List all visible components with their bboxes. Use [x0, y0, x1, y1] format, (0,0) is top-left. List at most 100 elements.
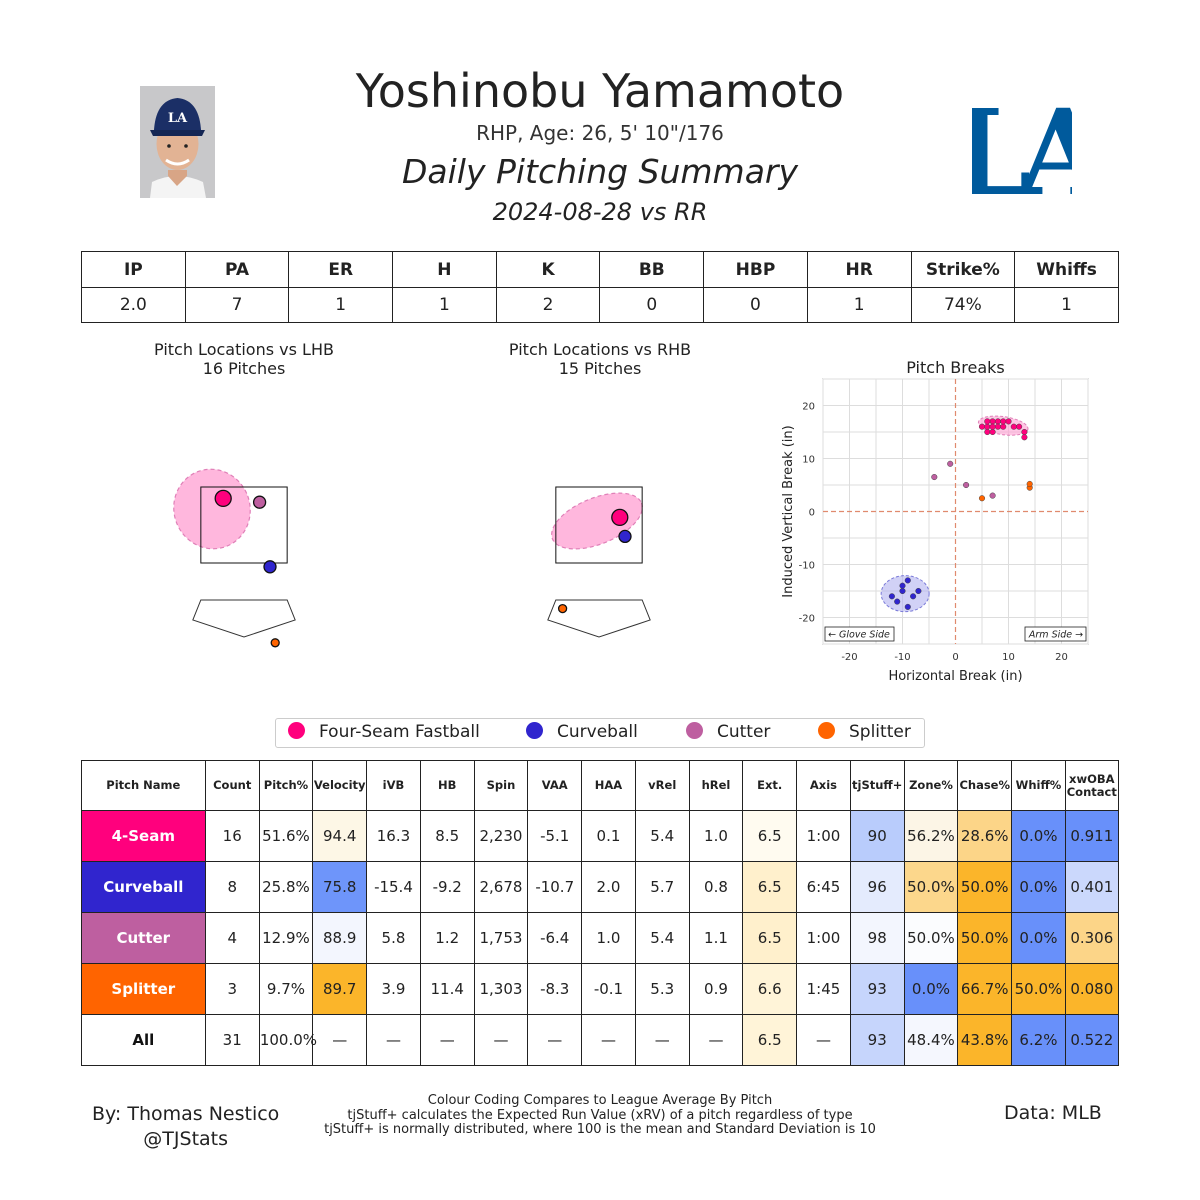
table-cell: -0.1	[581, 963, 636, 1015]
table-cell: 6:45	[796, 861, 851, 913]
break-point-2-2	[963, 481, 970, 489]
location-point-2	[263, 560, 277, 574]
table-cell: 5.4	[634, 912, 690, 964]
table-cell: 43.8%	[957, 1014, 1013, 1066]
stat-value-hbp: 0	[703, 287, 808, 323]
table-cell: 5.3	[634, 963, 690, 1015]
col-header-11: Ext.	[742, 760, 798, 811]
location-point-2	[557, 603, 568, 614]
break-point-0-2	[994, 418, 1001, 425]
col-header-0: Pitch Name	[81, 760, 206, 811]
legend-item-3: Splitter	[818, 722, 911, 742]
x-tick-2: 0	[952, 652, 958, 663]
table-cell: 5.4	[634, 810, 690, 862]
arm-side-label: Arm Side →	[1024, 626, 1087, 642]
table-cell: 16	[204, 810, 260, 862]
stat-value-k: 2	[495, 287, 601, 323]
col-header-2: Pitch%	[258, 760, 314, 811]
table-row: 4-Seam 16 51.6% 94.4 16.3 8.5 2,230 -5.1 0.1 5.4 1…	[81, 810, 1120, 862]
author-name: By: Thomas Nestico	[92, 1103, 280, 1125]
table-cell: 1,303	[473, 963, 529, 1015]
table-cell: -10.7	[527, 861, 583, 913]
stat-header-bb: BB	[599, 251, 705, 288]
table-cell: 48.4%	[903, 1014, 959, 1066]
col-header-16: Whiff%	[1011, 760, 1066, 811]
table-cell: 96	[849, 861, 905, 913]
table-row: All 31 100.0% — — — — — — — —6.5—93 48.4% 43.8% 6.2% 0…	[81, 1014, 1120, 1066]
col-header-4: iVB	[366, 760, 421, 811]
col-header-9: vRel	[634, 760, 690, 811]
col-header-1: Count	[204, 760, 260, 811]
table-cell: —	[473, 1014, 529, 1066]
break-point-1-2	[904, 577, 911, 584]
stat-header-strike-pct: Strike%	[910, 251, 1016, 288]
table-cell: 6.2%	[1011, 1014, 1066, 1066]
table-cell: 100.0%	[258, 1014, 317, 1066]
table-cell: 90	[849, 810, 905, 862]
legend-marker	[818, 722, 835, 739]
table-cell: —	[581, 1014, 636, 1066]
summary-title: Daily Pitching Summary	[401, 152, 799, 191]
pitch-name-cell: Splitter	[81, 963, 206, 1015]
table-cell: 94.4	[312, 810, 368, 862]
svg-text:Arm Side →: Arm Side →	[1028, 630, 1083, 641]
pitch-name-cell: Curveball	[81, 861, 206, 913]
break-point-0-11	[994, 423, 1001, 430]
break-point-0-9	[1021, 434, 1028, 441]
table-cell: 0.9	[688, 963, 744, 1015]
table-cell: 2.0	[581, 861, 636, 913]
table-cell: 6.5	[742, 912, 798, 964]
table-row: Splitter 3 9.7% 89.7 3.9 11.4 1,303 -8.3 -0.1 5.3…	[81, 963, 1120, 1015]
y-tick-3: 10	[802, 455, 815, 466]
table-cell: 93	[849, 1014, 905, 1066]
location-point-0	[214, 489, 232, 508]
break-point-0-8	[1021, 428, 1028, 436]
table-cell: 6.6	[742, 963, 798, 1015]
table-cell: —	[312, 1014, 368, 1066]
table-cell: 0.0%	[1011, 912, 1066, 964]
svg-text:LA: LA	[972, 83, 1072, 206]
col-header-13: tjStuff+	[849, 760, 905, 811]
team-logo: LA	[949, 76, 1125, 222]
break-point-1-3	[899, 587, 906, 595]
strike-zone	[200, 486, 288, 564]
break-point-1-5	[904, 603, 911, 610]
x-tick-0: -20	[841, 652, 857, 663]
table-cell: -15.4	[366, 861, 421, 913]
table-cell: 0.401	[1064, 861, 1120, 913]
table-cell: 12.9%	[258, 912, 314, 964]
y-tick-0: -20	[799, 614, 815, 625]
x-tick-3: 10	[1002, 652, 1015, 663]
legend-marker	[526, 722, 543, 739]
table-cell: 66.7%	[957, 963, 1013, 1015]
break-point-1-0	[888, 593, 895, 600]
table-cell: 50.0%	[903, 861, 959, 913]
table-cell: 1.1	[688, 912, 744, 964]
table-cell: 2,230	[473, 810, 529, 862]
table-cell: 50.0%	[957, 912, 1013, 964]
stat-value-strike-pct: 74%	[910, 287, 1016, 323]
pitch-name-cell: All	[81, 1014, 206, 1066]
rhb-location-chart	[547, 486, 651, 638]
svg-text:← Glove Side: ← Glove Side	[828, 630, 890, 641]
col-header-15: Chase%	[957, 760, 1013, 811]
table-cell: —	[688, 1014, 744, 1066]
stat-header-h: H	[392, 251, 497, 288]
note-tjstuff-def: tjStuff+ calculates the Expected Run Val…	[347, 1107, 853, 1123]
breaks-title: Pitch Breaks	[906, 358, 1005, 377]
break-point-3-0	[978, 495, 986, 502]
x-tick-4: 20	[1055, 652, 1068, 663]
stat-header-hbp: HBP	[703, 251, 808, 288]
col-header-3: Velocity	[312, 760, 368, 811]
location-point-1	[618, 529, 632, 544]
legend-label: Cutter	[717, 722, 771, 742]
lhb-chart-title: Pitch Locations vs LHB 16 Pitches	[124, 340, 364, 378]
col-header-6: Spin	[473, 760, 529, 811]
table-cell: 1:00	[796, 810, 851, 862]
break-point-1-6	[894, 598, 901, 605]
table-cell: 16.3	[366, 810, 421, 862]
legend-item-1: Curveball	[526, 722, 638, 742]
table-cell: 3	[204, 963, 260, 1015]
stat-header-pa: PA	[184, 251, 290, 288]
y-axis-label: Induced Vertical Break (in)	[781, 425, 796, 598]
